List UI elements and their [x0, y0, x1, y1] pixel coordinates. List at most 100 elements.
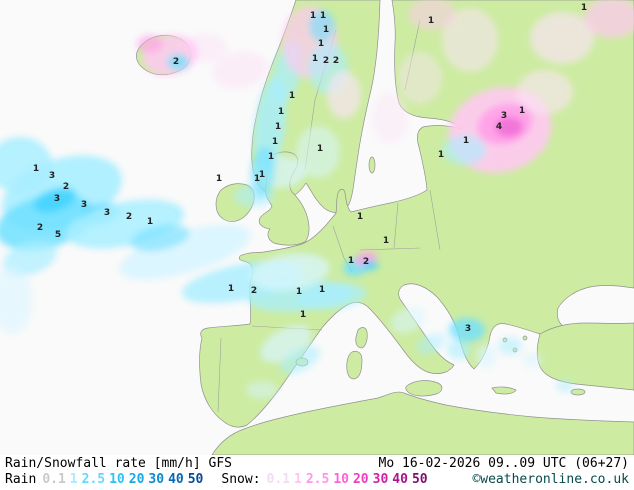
precip-value-label: 1 — [323, 25, 329, 35]
precip-value-label: 1 — [254, 174, 260, 184]
precip-value-label: 1 — [519, 106, 525, 116]
precip-value-label: 1 — [463, 136, 469, 146]
precip-patch — [498, 337, 522, 355]
precip-patch — [250, 253, 330, 291]
precip-value-label: 1 — [312, 54, 318, 64]
precip-value-label: 2 — [126, 212, 132, 222]
legend-footer: Rain/Snowfall rate [mm/h] GFS Mo 16-02-2… — [0, 455, 634, 490]
precip-value-label: 1 — [259, 170, 265, 180]
precip-patch — [390, 306, 426, 334]
precip-patch — [167, 54, 189, 70]
precip-patch — [363, 260, 379, 270]
precip-patch — [279, 345, 321, 375]
precip-value-label: 1 — [296, 287, 302, 297]
precip-patch — [119, 224, 251, 280]
precip-patch — [517, 70, 573, 114]
precip-value-label: 3 — [501, 111, 507, 121]
legend-title-row: Rain/Snowfall rate [mm/h] GFS Mo 16-02-2… — [0, 455, 634, 472]
precip-value-label: 1 — [428, 16, 434, 26]
precip-patch — [435, 331, 455, 345]
precip-value-label: 2 — [363, 257, 369, 267]
precip-value-label: 3 — [54, 194, 60, 204]
precip-value-label: 2 — [63, 182, 69, 192]
precip-value-label: 1 — [319, 285, 325, 295]
precip-patch — [398, 52, 442, 104]
precip-value-label: 1 — [320, 11, 326, 21]
legend-scale-value: 20 — [352, 472, 369, 487]
precip-value-label: 1 — [275, 122, 281, 132]
precip-value-label: 1 — [318, 39, 324, 49]
precip-value-label: 1 — [310, 11, 316, 21]
land-turkey — [536, 322, 634, 391]
precip-value-label: 2 — [173, 57, 179, 67]
precip-value-label: 1 — [228, 284, 234, 294]
land-gotland — [368, 156, 376, 174]
legend-scale-value: 1 — [294, 472, 302, 487]
map-datetime: Mo 16-02-2026 09..09 UTC (06+27) — [378, 456, 629, 471]
precip-patch — [447, 341, 471, 359]
snow-scale-values: 0.1 1 2.5 10 20 30 40 50 — [267, 472, 432, 488]
precip-patch — [33, 187, 77, 213]
precip-value-label: 1 — [33, 164, 39, 174]
precip-patch — [298, 282, 366, 310]
legend-scale-row: Rain 0.1 1 2.5 10 20 30 40 50 Snow: 0.1 1 2.5 10 20… — [0, 472, 634, 488]
legend-scale-value: 30 — [148, 472, 165, 487]
land-sicily — [405, 380, 443, 397]
precip-patch — [327, 71, 361, 119]
precip-patch — [584, 0, 634, 38]
precip-value-label: 1 — [581, 3, 587, 13]
legend-scale-value: 50 — [187, 472, 204, 487]
precip-patch — [0, 266, 32, 334]
precip-value-label: 1 — [278, 107, 284, 117]
legend-scale-value: 20 — [128, 472, 145, 487]
legend-scale-value: 0.1 — [266, 472, 291, 487]
precip-value-label: 3 — [465, 324, 471, 334]
snow-scale-label: Snow: — [221, 472, 261, 487]
land-corsica — [355, 327, 368, 349]
precip-patch — [137, 35, 163, 53]
precip-value-label: 1 — [289, 91, 295, 101]
precip-patch — [449, 318, 485, 342]
precip-patch — [296, 126, 340, 178]
precip-patch — [522, 352, 542, 368]
precip-patch — [476, 344, 496, 368]
precip-value-label: 1 — [216, 174, 222, 184]
precip-patch — [212, 51, 268, 89]
legend-scale-value: 40 — [168, 472, 184, 487]
precip-value-label: 1 — [272, 137, 278, 147]
precip-value-label: 3 — [81, 200, 87, 210]
land-north-africa — [211, 391, 634, 455]
precip-patch — [442, 135, 486, 165]
land-sardinia — [346, 351, 363, 380]
legend-scale-value: 10 — [333, 472, 349, 487]
precip-patch — [372, 92, 408, 144]
precip-value-label: 2 — [251, 286, 257, 296]
land-cyprus — [570, 388, 586, 396]
legend-scale-value: 2.5 — [81, 472, 106, 487]
legend-scale-value: 2.5 — [305, 472, 330, 487]
precip-patch — [442, 8, 498, 72]
precip-value-label: 1 — [357, 212, 363, 222]
copyright-text: ©weatheronline.co.uk — [472, 472, 629, 487]
precip-value-label: 1 — [147, 217, 153, 227]
precipitation-layer — [0, 0, 634, 399]
map-title: Rain/Snowfall rate [mm/h] GFS — [5, 456, 232, 471]
precip-patch — [250, 146, 276, 198]
legend-scale-value: 1 — [69, 472, 78, 487]
land-aegean-island — [522, 335, 528, 341]
precip-patch — [495, 117, 523, 137]
precip-value-label: 1 — [268, 152, 274, 162]
land-crete — [491, 386, 517, 395]
precip-value-label: 2 — [323, 56, 329, 66]
precip-patch — [408, 0, 456, 30]
precip-patch — [246, 381, 278, 399]
legend-scale-value: 50 — [411, 472, 428, 487]
rain-scale-label: Rain — [5, 472, 37, 487]
precip-value-label: 3 — [104, 208, 110, 218]
legend-scale-value: 30 — [372, 472, 389, 487]
precip-value-label: 2 — [333, 56, 339, 66]
precip-value-label: 1 — [348, 256, 354, 266]
precip-patch — [530, 12, 594, 64]
